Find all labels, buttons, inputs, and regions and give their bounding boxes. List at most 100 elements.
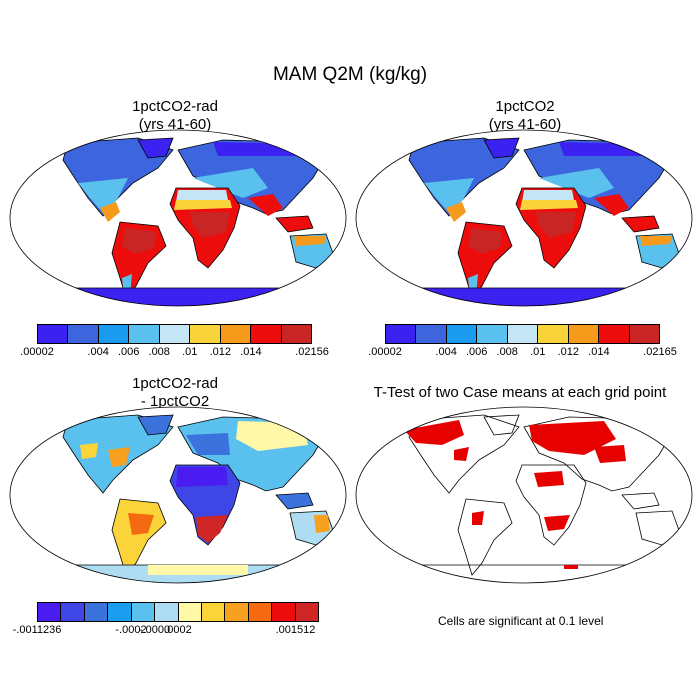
sig-north-america	[404, 420, 464, 445]
africa-outline	[515, 464, 587, 546]
colorbar-swatch	[68, 325, 99, 343]
africa-core	[536, 212, 576, 238]
panel-title-ttest: T-Test of two Case means at each grid po…	[352, 384, 688, 402]
colorbar-swatch	[272, 603, 296, 621]
colorbar-swatch	[477, 325, 508, 343]
north-america-east	[108, 447, 130, 467]
colorbar-tick-label: .01	[182, 346, 198, 358]
colorbar-tick-label: .004	[87, 346, 109, 358]
south-asia	[594, 194, 629, 216]
south-america-outline	[457, 498, 513, 576]
colorbar-swatch	[190, 325, 221, 343]
colorbar-diff	[37, 602, 319, 622]
colorbar-swatch	[61, 603, 85, 621]
colorbar-tick-label: .00002	[368, 346, 402, 358]
colorbar-swatch	[295, 603, 319, 621]
south-america-core	[128, 513, 154, 535]
panel-title-rad: 1pctCO2-rad (yrs 41-60)	[40, 98, 310, 134]
colorbar-tick-label: .014	[240, 346, 262, 358]
north-america-south	[100, 202, 120, 222]
sig-north-america-east	[454, 447, 469, 461]
maritime-se-asia	[621, 215, 660, 233]
eurasia-blue	[186, 433, 230, 455]
colorbar-swatch	[131, 603, 156, 621]
greenland	[483, 137, 520, 159]
africa-north	[176, 190, 228, 202]
south-asia	[248, 194, 283, 216]
maritime-se-asia	[275, 215, 314, 233]
colorbar-swatch	[84, 603, 109, 621]
sig-antarctica	[564, 565, 578, 569]
colorbar-swatch	[599, 325, 630, 343]
sig-africa	[534, 471, 564, 487]
sig-eurasia	[529, 421, 616, 455]
south-america-core	[468, 228, 502, 254]
figure-title: MAM Q2M (kg/kg)	[272, 64, 428, 85]
maritime-se-asia	[275, 492, 314, 510]
colorbar-swatch	[225, 603, 249, 621]
colorbar-swatch	[416, 325, 447, 343]
colorbar-swatch	[129, 325, 160, 343]
greenland	[137, 414, 174, 436]
africa-sahel	[174, 200, 232, 210]
colorbar-tick-label: -.0002	[115, 624, 147, 636]
colorbar-swatch	[201, 603, 226, 621]
colorbar-ctl-labels: .00002 .004 .006 .008 .01 .012 .014 .02165	[368, 346, 677, 360]
colorbar-tick-label: .0002	[164, 624, 192, 636]
panel-title-diff: 1pctCO2-rad - 1pctCO2	[40, 375, 310, 411]
eurasia-mid	[193, 168, 268, 198]
colorbar-swatch	[248, 603, 273, 621]
colorbar-swatch	[446, 325, 478, 343]
north-america-outline	[408, 414, 520, 494]
colorbar-swatch	[38, 603, 62, 621]
map-ttest	[355, 406, 693, 584]
colorbar-rad-labels: .00002 .004 .006 .008 .01 .012 .014 .02156	[20, 346, 329, 360]
antarctica	[356, 287, 692, 306]
maritime-se-asia-outline	[621, 492, 660, 510]
africa-core	[190, 212, 230, 238]
colorbar-tick-label: .01	[530, 346, 546, 358]
australia-east	[314, 515, 330, 533]
africa-north	[176, 467, 228, 487]
colorbar-swatch	[220, 325, 252, 343]
panel-title-ctl-line1: 1pctCO2	[495, 98, 555, 115]
sig-central-asia	[594, 445, 626, 463]
colorbar-tick-label: .006	[117, 346, 140, 358]
colorbar-tick-label: -.0000	[138, 624, 171, 636]
colorbar-swatch	[159, 325, 191, 343]
panel-title-ctl-line2: (yrs 41-60)	[488, 116, 562, 133]
panel-title-rad-line1: 1pctCO2-rad	[132, 98, 218, 115]
panel-title-ttest-line1: T-Test of two Case means at each grid po…	[373, 384, 667, 401]
antarctica-yellow	[148, 565, 248, 575]
north-america-south	[446, 202, 466, 222]
panel-title-diff-line2: - 1pctCO2	[140, 393, 210, 410]
colorbar-tick-label: -.0011236	[12, 624, 62, 636]
colorbar-tick-label: .004	[435, 346, 457, 358]
colorbar-tick-label: .012	[209, 346, 232, 358]
map-ctl	[355, 129, 693, 307]
colorbar-swatch	[38, 325, 69, 343]
africa-sahel	[520, 200, 578, 210]
africa-south	[196, 515, 228, 543]
colorbar-tick-label: .02156	[295, 346, 329, 358]
colorbar-swatch	[155, 603, 179, 621]
colorbar-swatch	[568, 325, 600, 343]
colorbar-swatch	[507, 325, 539, 343]
greenland-outline	[483, 414, 520, 436]
colorbar-swatch	[98, 325, 130, 343]
panel-title-ctl: 1pctCO2 (yrs 41-60)	[390, 98, 660, 134]
colorbar-diff-labels: -.0011236 -.0002 -.0000.0002 .001512	[13, 624, 319, 638]
colorbar-ctl	[385, 324, 660, 344]
colorbar-tick-label: .00002	[20, 346, 54, 358]
colorbar-swatch	[178, 603, 202, 621]
australia-north	[640, 236, 672, 246]
sig-africa-south	[544, 515, 570, 531]
colorbar-tick-label: .006	[465, 346, 488, 358]
colorbar-rad	[37, 324, 312, 344]
north-america-mid	[78, 178, 128, 214]
africa-north	[522, 190, 574, 202]
colorbar-tick-label: .014	[588, 346, 610, 358]
greenland	[137, 137, 174, 159]
colorbar-tick-label: .001512	[275, 624, 316, 636]
map-diff	[9, 406, 347, 584]
